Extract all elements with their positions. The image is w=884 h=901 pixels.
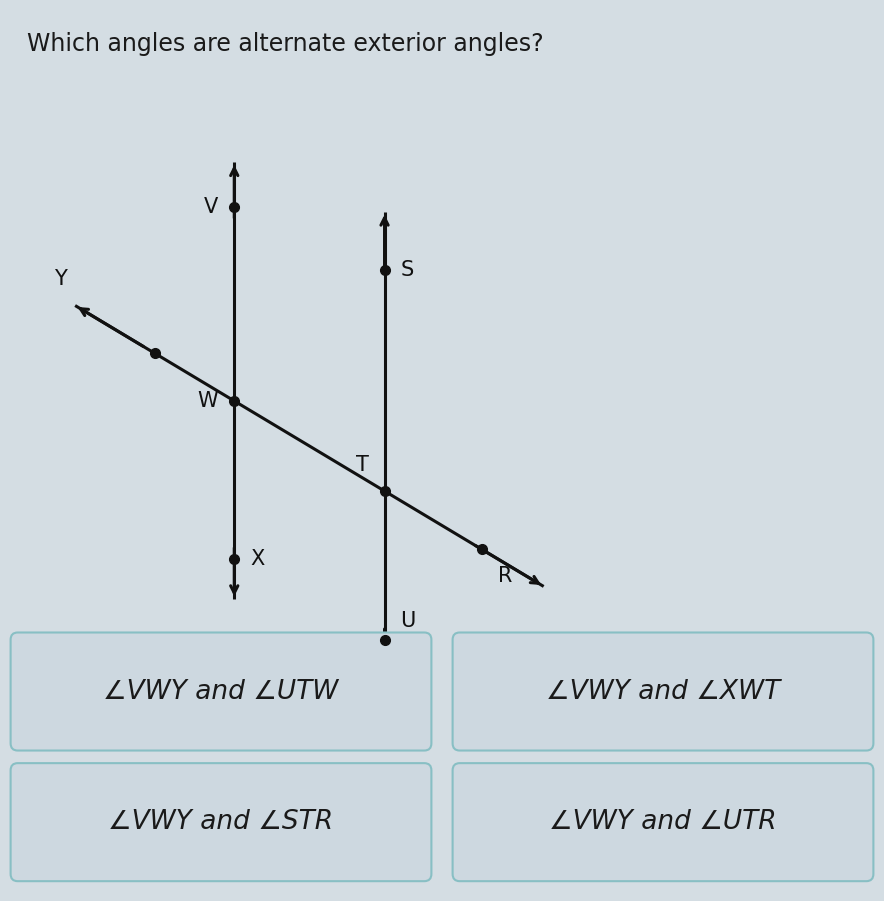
Text: ∠VWY and ∠UTR: ∠VWY and ∠UTR <box>549 809 777 835</box>
Text: V: V <box>204 197 218 217</box>
FancyBboxPatch shape <box>11 633 431 751</box>
Text: ∠VWY and ∠XWT: ∠VWY and ∠XWT <box>546 678 780 705</box>
Text: Which angles are alternate exterior angles?: Which angles are alternate exterior angl… <box>27 32 543 56</box>
Text: S: S <box>400 260 414 280</box>
Text: ∠VWY and ∠UTW: ∠VWY and ∠UTW <box>103 678 339 705</box>
Text: W: W <box>198 391 218 411</box>
Text: U: U <box>400 611 415 631</box>
Text: T: T <box>355 455 369 475</box>
FancyBboxPatch shape <box>453 633 873 751</box>
Text: X: X <box>250 549 264 569</box>
FancyBboxPatch shape <box>11 763 431 881</box>
Text: R: R <box>498 566 512 586</box>
Text: ∠VWY and ∠STR: ∠VWY and ∠STR <box>109 809 333 835</box>
FancyBboxPatch shape <box>453 763 873 881</box>
Text: Y: Y <box>54 269 67 289</box>
